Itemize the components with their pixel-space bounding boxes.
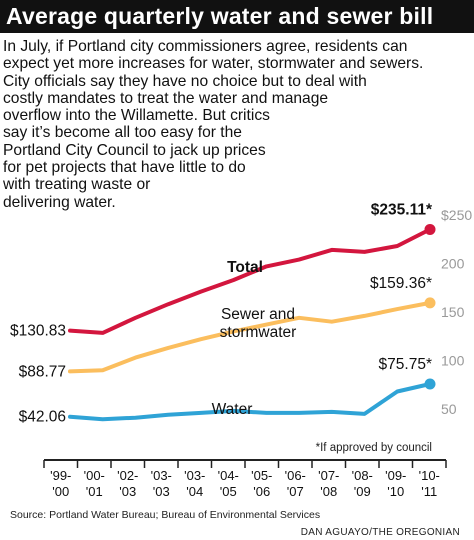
x-tick-label-line1: '08- [352, 468, 373, 483]
series-name-sewer: Sewer and stormwater [220, 306, 297, 341]
series-end-marker [424, 223, 436, 235]
x-tick-label: '07-'08 [318, 468, 339, 499]
x-tick-label-line1: '03- [184, 468, 205, 483]
x-tick-label-line2: '07 [287, 484, 304, 499]
series-line [68, 227, 432, 335]
intro-line: for pet projects that have little to do [3, 159, 246, 177]
series-name-sewer-line2: stormwater [220, 324, 297, 341]
x-tick-label-line1: '03- [151, 468, 172, 483]
x-tick-label-line2: '03 [119, 484, 136, 499]
x-tick-label-line2: '10 [387, 484, 404, 499]
y-axis-ticks: 50 100 150 200 $250 [441, 207, 472, 417]
intro-line: delivering water. [3, 193, 116, 211]
intro-line: say it’s become all too easy for the [3, 124, 242, 142]
x-tick-label-line2: '03 [153, 484, 170, 499]
series-labels: $130.83 $235.11* $88.77 $159.36* $42.06 $75.7… [10, 201, 433, 425]
intro-text: In July, if Portland city commissioners … [3, 38, 451, 211]
series-name-water: Water [212, 401, 253, 418]
intro-line: Portland City Council to jack up prices [3, 141, 266, 159]
x-tick-label-line1: '00- [84, 468, 105, 483]
series-start-label: $130.83 [10, 323, 66, 340]
x-tick-label-line2: '01 [86, 484, 103, 499]
x-tick-label-line2: '08 [320, 484, 337, 499]
x-tick-label-line2: '06 [253, 484, 270, 499]
x-tick-label-line1: '02- [117, 468, 138, 483]
x-tick-label: '10-'11 [419, 468, 440, 499]
series-name-sewer-line1: Sewer and [221, 306, 295, 323]
series-lines [68, 223, 436, 422]
x-tick-label: '00-'01 [84, 468, 105, 499]
x-tick-label-line1: '05- [251, 468, 272, 483]
series-start-label: $42.06 [19, 409, 66, 426]
x-tick-label-line1: '06- [285, 468, 306, 483]
x-tick-label: '09-'10 [385, 468, 406, 499]
x-tick-label-line1: '10- [419, 468, 440, 483]
series-name-total: Total [227, 259, 263, 276]
y-tick-label: 150 [441, 304, 465, 320]
intro-line: overflow into the Willamette. But critic… [3, 107, 270, 125]
source-note: Source: Portland Water Bureau; Bureau of… [10, 509, 321, 521]
x-tick-label-line2: '11 [421, 484, 437, 499]
x-tick-label: '99-'00 [50, 468, 71, 499]
x-tick-label-line1: '04- [218, 468, 239, 483]
series-start-label: $88.77 [19, 363, 66, 380]
intro-line: City officials say they have no choice b… [3, 72, 367, 90]
footnote: *If approved by council [316, 442, 432, 454]
series-end-label: $75.75* [379, 356, 432, 373]
x-tick-label-line2: '09 [354, 484, 371, 499]
x-tick-label-line1: '07- [318, 468, 339, 483]
y-tick-label: 100 [441, 353, 465, 369]
x-tick-label-line1: '99- [50, 468, 71, 483]
x-tick-label: '05-'06 [251, 468, 272, 499]
chart-title: Average quarterly water and sewer bill [0, 0, 474, 33]
x-tick-label-line2: '00 [52, 484, 69, 499]
x-tick-label: '08-'09 [352, 468, 373, 499]
x-tick-label: '03-'04 [184, 468, 205, 499]
intro-line: costly mandates to treat the water and m… [3, 89, 329, 107]
x-axis: '99-'00'00-'01'02-'03'03-'03'03-'04'04-'… [43, 459, 447, 499]
y-tick-label: 50 [441, 401, 457, 417]
series-end-label: $159.36* [370, 275, 432, 292]
x-tick-label-line1: '09- [385, 468, 406, 483]
intro-line: with treating waste or [3, 176, 151, 194]
y-tick-label: 200 [441, 256, 465, 272]
x-tick-label: '04-'05 [218, 468, 239, 499]
series-end-marker [424, 297, 436, 309]
credit-line: DAN AGUAYO/THE OREGONIAN [300, 527, 460, 538]
x-tick-label: '06-'07 [285, 468, 306, 499]
x-tick-label: '03-'03 [151, 468, 172, 499]
intro-line: In July, if Portland city commissioners … [3, 38, 408, 55]
intro-line: expect yet more increases for water, sto… [3, 55, 424, 73]
y-tick-label: $250 [441, 207, 472, 223]
x-tick-label-line2: '04 [186, 484, 203, 499]
series-end-label: $235.11* [371, 201, 433, 218]
x-tick-label: '02-'03 [117, 468, 138, 499]
series-line [68, 382, 432, 422]
series-line [68, 300, 432, 374]
x-tick-label-line2: '05 [220, 484, 237, 499]
series-end-marker [424, 378, 436, 390]
